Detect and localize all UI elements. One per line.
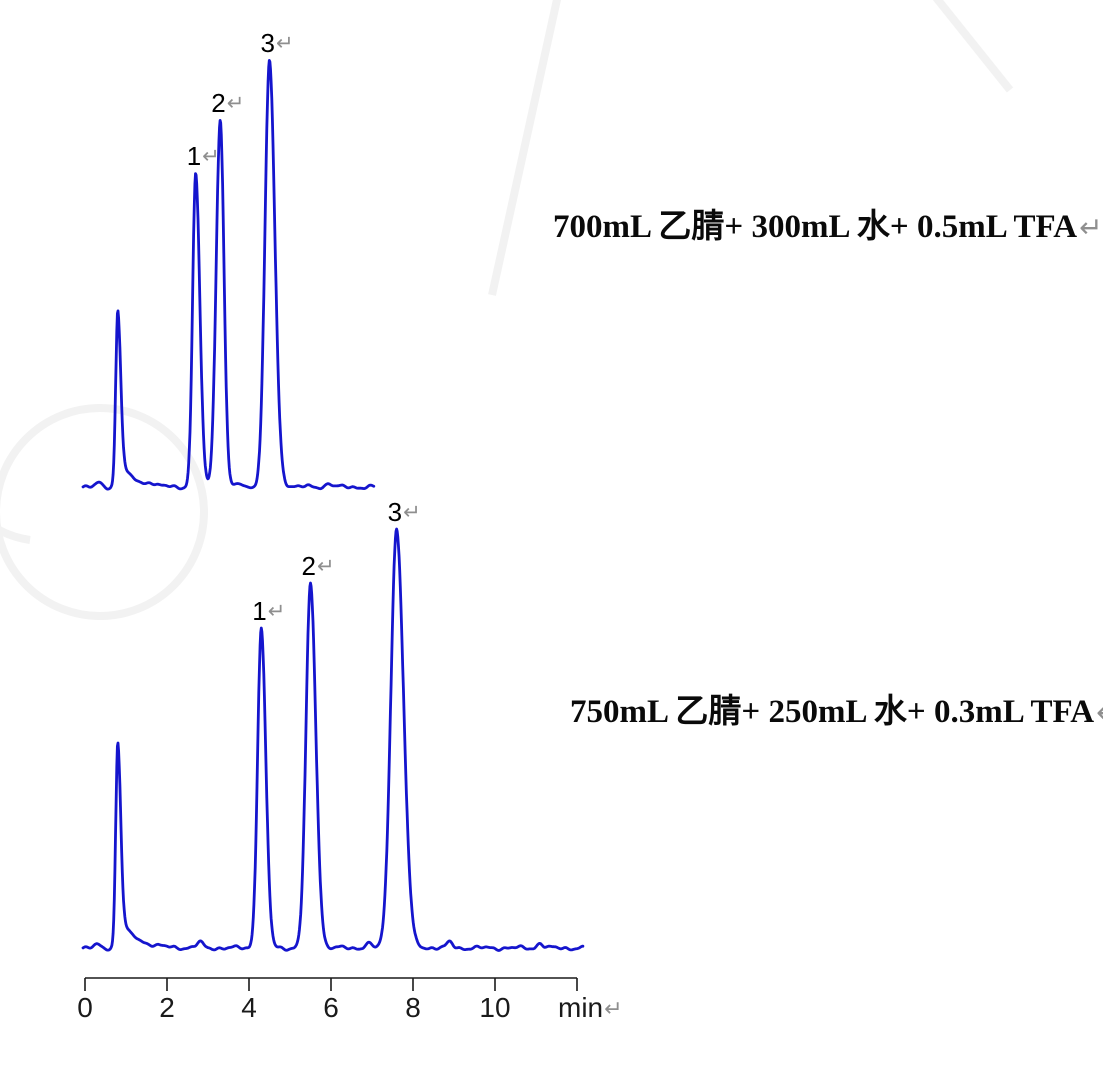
paragraph-mark-icon: ↵ [1096,696,1103,729]
mobile-phase-label-top-text: 700mL 乙腈+ 300mL 水+ 0.5mL TFA [553,209,1078,245]
mobile-phase-label-bottom: 750mL 乙腈+ 250mL 水+ 0.3mL TFA↵ [570,694,1103,731]
x-axis-line-and-ticks [84,977,578,991]
paragraph-mark-icon: ↵ [275,31,294,55]
peak-label-1: 1↵ [252,598,285,624]
paragraph-mark-icon: ↵ [202,144,220,168]
x-axis-tick-label-6: 6 [323,992,339,1023]
x-axis-tick-label-2: 2 [159,992,175,1023]
peak-number: 1 [252,596,267,626]
paragraph-mark-icon: ↵ [604,997,623,1022]
peak-number: 1 [186,141,202,171]
peak-number: 3 [387,497,403,527]
peak-label-3: 3↵ [261,30,294,56]
x-axis-unit-label: min↵ [558,994,623,1022]
x-axis-tick-label-0: 0 [77,992,93,1023]
peak-number: 2 [211,88,226,118]
peak-label-3: 3↵ [388,499,421,525]
peak-number: 3 [260,28,275,58]
x-axis-tick-label-8: 8 [405,992,421,1023]
x-axis-unit-text: min [558,992,604,1023]
watermark [0,0,1014,620]
peak-label-1: 1↵ [187,143,220,169]
x-axis-tick-label-10: 10 [479,992,511,1023]
peak-label-2: 2↵ [211,90,244,116]
paragraph-mark-icon: ↵ [403,500,421,524]
peak-number: 2 [301,551,316,581]
mobile-phase-label-top: 700mL 乙腈+ 300mL 水+ 0.5mL TFA↵ [553,209,1103,246]
x-axis [84,977,578,991]
peak-label-2: 2↵ [302,553,335,579]
trace-bottom-chromatogram [81,527,585,952]
x-axis-tick-label-4: 4 [241,992,257,1023]
paragraph-mark-icon: ↵ [226,91,245,115]
trace-top-chromatogram [81,59,376,491]
paragraph-mark-icon: ↵ [1079,211,1103,244]
paragraph-mark-icon: ↵ [267,599,286,623]
paragraph-mark-icon: ↵ [316,554,335,578]
mobile-phase-label-bottom-text: 750mL 乙腈+ 250mL 水+ 0.3mL TFA [570,694,1095,730]
